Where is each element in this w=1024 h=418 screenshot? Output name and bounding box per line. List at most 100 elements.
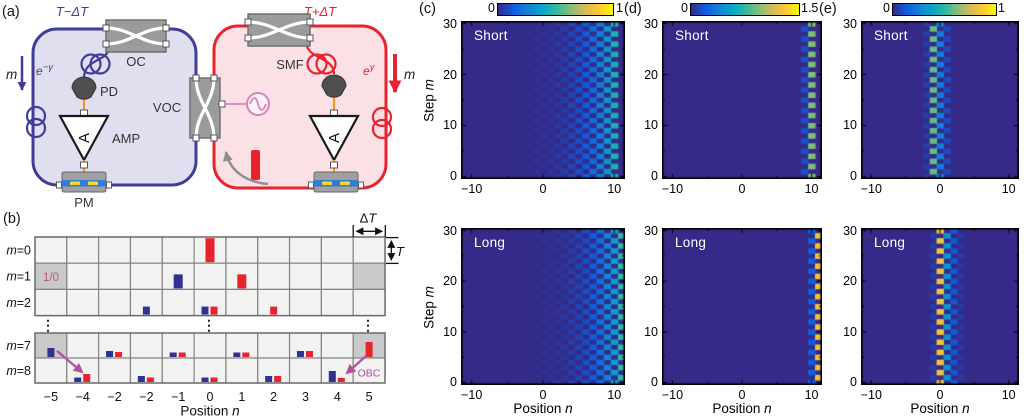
svg-text:−2: −2 — [139, 390, 153, 404]
y-tick-label: 20 — [644, 274, 658, 289]
grid-cell — [66, 236, 100, 264]
grid-cell — [320, 236, 354, 264]
grid-cell — [161, 288, 195, 317]
smf-label: SMF — [276, 57, 304, 72]
lattice-grid: m=0 m=1 m=2 m=7 m=8 — [6, 236, 386, 384]
panel-b-lattice-diagram: m=0 m=1 m=2 m=7 m=8 (b) ΔT T ⋮ ⋮ ⋮ 1/0 OBC −… — [3, 211, 405, 418]
pulse-bar-red — [274, 376, 282, 382]
pulse-bar-red — [146, 377, 154, 382]
voc-coupler — [189, 74, 226, 142]
condition-label: Short — [874, 28, 908, 43]
grid-cell — [320, 288, 354, 317]
grid-cell — [257, 332, 291, 359]
row-label: m=0 — [6, 243, 31, 257]
grid-cell — [288, 262, 322, 291]
colorbar-d-min: 0 — [681, 1, 688, 15]
y-tick-label: 20 — [443, 67, 457, 82]
grid-cell — [66, 262, 100, 291]
grid-cell — [352, 236, 386, 264]
heatmap-canvas — [662, 228, 822, 385]
x-tick-label: −10 — [860, 388, 882, 402]
obc-arrow-right-icon — [345, 355, 367, 375]
colorbar-c — [497, 3, 614, 16]
position-axis-label: Position n — [180, 404, 239, 418]
injection-arrow-icon — [222, 151, 269, 186]
grid-cell — [161, 236, 195, 264]
connector — [330, 161, 338, 169]
panel-b-tag: (b) — [3, 211, 21, 227]
y-tick-label: 0 — [850, 169, 857, 184]
colorbar-c-min: 0 — [488, 1, 495, 15]
condition-label: Long — [874, 235, 906, 250]
grid-cell — [193, 288, 227, 317]
grid-cell — [34, 262, 68, 291]
svg-text:−5: −5 — [44, 390, 58, 404]
x-tick-label: 10 — [607, 388, 622, 402]
x-tick-label: 0 — [738, 388, 746, 402]
pulse-bar-red — [337, 378, 345, 382]
x-tick-label: 10 — [804, 388, 819, 402]
svg-text:4: 4 — [334, 390, 341, 404]
amp-right-icon — [308, 114, 360, 163]
t-annotation — [386, 236, 399, 265]
x-tick-label: 10 — [804, 182, 819, 196]
x-tick-label: 0 — [539, 182, 547, 196]
pm-right — [308, 171, 364, 193]
oc-label: OC — [126, 54, 146, 69]
fiber-coil-right-edge-icon — [371, 106, 393, 140]
loop-right — [212, 24, 388, 190]
gain-left-label: e−γ — [36, 62, 54, 78]
grid-cell — [257, 357, 291, 384]
panel-a-setup-diagram: (a) T−ΔT T+ΔT m m e−γ eγ — [2, 4, 415, 210]
y-tick-label: 30 — [843, 223, 857, 238]
grid-cell — [288, 288, 322, 317]
ellipsis-left: ⋮ — [41, 317, 55, 333]
heatmap-canvas — [662, 21, 822, 179]
colorbar-c-max: 1 — [616, 1, 623, 15]
grid-cell — [66, 332, 100, 359]
pulse-bar-red — [210, 377, 218, 382]
y-tick-label: 0 — [651, 375, 658, 390]
grid-cell — [193, 357, 227, 384]
row-label: m=2 — [6, 296, 31, 310]
x-tick-label: 10 — [1001, 182, 1016, 196]
x-tick-label: 0 — [936, 388, 944, 402]
condition-label: Short — [474, 28, 508, 43]
delta-t-label: ΔT — [360, 211, 378, 226]
pulse-bar-red — [205, 238, 215, 263]
step-axis-label: Step m — [421, 285, 437, 329]
pulse-bar-red — [242, 352, 250, 357]
x-tick-label: −10 — [860, 182, 882, 196]
grid-cell — [129, 332, 163, 359]
panel-e-tag: (e) — [819, 1, 837, 17]
row-label: m=1 — [6, 270, 31, 284]
y-tick-label: 10 — [644, 324, 658, 339]
condition-label: Long — [474, 235, 506, 250]
smf-coupler — [244, 13, 314, 47]
x-tick-label: −10 — [661, 388, 684, 402]
position-axis-label: Position n — [513, 401, 573, 416]
grid-cell — [352, 262, 386, 291]
y-tick-label: 10 — [443, 118, 457, 133]
grid-cell — [225, 357, 259, 384]
heatmap-e-long: Long — [861, 228, 1019, 385]
pd-right-icon — [321, 74, 347, 98]
grid-cell — [34, 236, 68, 264]
amp-left-symbol: A — [76, 133, 93, 143]
svg-text:2: 2 — [270, 390, 277, 404]
pd-label: PD — [100, 84, 118, 99]
step-axis-label: Step m — [421, 79, 437, 122]
grid-cell — [193, 332, 227, 359]
y-tick-label: 30 — [443, 16, 457, 31]
grid-cell — [129, 236, 163, 264]
heatmap-c-long: Long — [461, 228, 625, 385]
condition-label: Short — [675, 28, 709, 43]
pulse-bar-blue — [169, 352, 177, 357]
pulse-bar-blue — [173, 274, 183, 289]
obc-label: OBC — [358, 368, 381, 380]
grid-cell — [288, 357, 322, 384]
grid-cell — [161, 332, 195, 359]
pd-left-icon — [71, 76, 97, 100]
grid-cell — [352, 288, 386, 317]
grid-cell — [288, 236, 322, 264]
